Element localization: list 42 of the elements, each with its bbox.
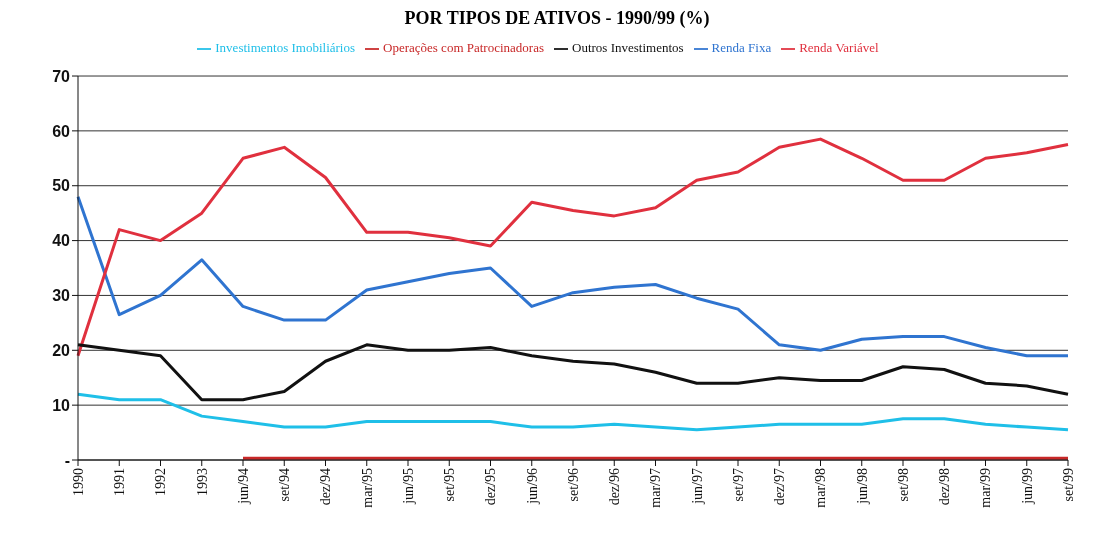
x-tick-label: 1992	[153, 468, 169, 496]
legend-label: Operações com Patrocinadoras	[383, 40, 545, 55]
line-series	[76, 392, 1070, 432]
x-tick-label: 1993	[194, 468, 210, 496]
x-tick-label: jun/94	[235, 468, 251, 505]
x-tick-label: mar/97	[648, 468, 664, 508]
line-series	[76, 195, 1070, 358]
x-tick-label: dez/95	[483, 468, 499, 506]
x-tick-label: set/97	[730, 468, 746, 502]
x-tick-label: set/96	[565, 468, 581, 502]
x-tick-label: set/94	[277, 468, 293, 502]
x-tick-label: jun/96	[524, 468, 540, 505]
x-tick-label: set/95	[442, 468, 458, 502]
y-tick-label: 30	[52, 287, 71, 305]
x-tick-label: dez/98	[937, 468, 953, 506]
x-tick-label: jun/95	[400, 468, 416, 505]
y-tick-label: 70	[52, 67, 71, 85]
y-tick-label: 40	[52, 232, 71, 250]
line-series	[76, 137, 1070, 358]
y-tick-label: 50	[52, 177, 71, 195]
x-tick-label: mar/99	[978, 468, 994, 508]
legend-label: Renda Fixa	[711, 40, 772, 55]
x-tick-label: 1991	[112, 468, 128, 496]
x-tick-label: set/98	[895, 468, 911, 502]
legend-label: Renda Variável	[799, 40, 879, 55]
y-tick-label: 10	[52, 396, 71, 414]
y-tick-label: -	[64, 451, 70, 469]
x-tick-label: set/99	[1060, 468, 1076, 502]
x-tick-label: 1990	[70, 468, 86, 496]
x-tick-label: jun/98	[854, 468, 870, 505]
x-tick-label: dez/94	[318, 468, 334, 506]
legend-label: Investimentos Imobiliários	[215, 40, 356, 55]
x-tick-label: jun/99	[1019, 468, 1035, 505]
x-tick-label: mar/95	[359, 468, 375, 508]
y-tick-label: 60	[52, 122, 71, 140]
x-tick-label: jun/97	[689, 468, 705, 505]
x-tick-label: dez/97	[772, 468, 788, 506]
legend-label: Outros Investimentos	[572, 40, 684, 55]
x-tick-label: dez/96	[607, 468, 623, 506]
chart-title: POR TIPOS DE ATIVOS - 1990/99 (%)	[403, 8, 711, 30]
x-tick-label: mar/98	[813, 468, 829, 508]
y-tick-label: 20	[52, 341, 71, 359]
